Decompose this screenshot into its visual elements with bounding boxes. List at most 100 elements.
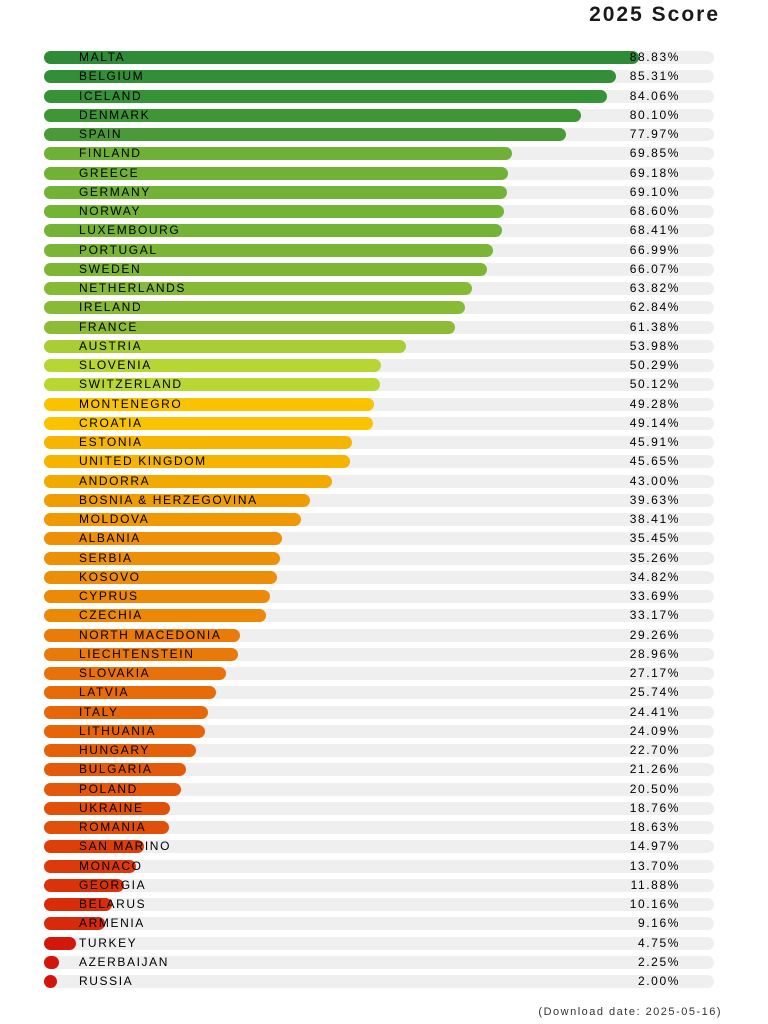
score-value-label: 4.75% — [637, 935, 680, 950]
score-value-label: 2.25% — [637, 954, 680, 969]
score-value-label: 10.16% — [629, 897, 680, 911]
bar-fill — [44, 667, 227, 680]
bar-fill — [44, 705, 208, 719]
bar-fill — [44, 975, 58, 988]
bar-fill — [44, 185, 507, 199]
bar-fill — [44, 243, 493, 257]
country-label: NORTH MACEDONIA — [79, 627, 222, 642]
bar-row: BELARUS 10.16% — [44, 898, 714, 911]
bar-fill — [44, 532, 282, 546]
bar-row: SWEDEN 66.07% — [44, 261, 714, 276]
score-value-label: 43.00% — [629, 473, 680, 488]
country-label: SWEDEN — [79, 261, 142, 276]
bar-row: SLOVAKIA 27.17% — [44, 667, 714, 680]
bar-chart: MALTA 88.83% BELGIUM 85.31% ICELAND 84.06% DEN… — [44, 51, 714, 988]
bar-row: ALBANIA 35.45% — [44, 531, 714, 546]
country-label: BULGARIA — [79, 762, 153, 777]
bar-fill — [44, 898, 113, 911]
bar-row: SPAIN 77.97% — [44, 128, 714, 141]
score-value-label: 88.83% — [629, 50, 680, 64]
bar-fill — [44, 474, 333, 488]
score-value-label: 49.14% — [629, 415, 680, 430]
bar-fill — [44, 686, 217, 700]
bar-row: SLOVENIA 50.29% — [44, 359, 714, 372]
bar-row: BULGARIA 21.26% — [44, 762, 714, 777]
bar-fill — [44, 89, 608, 103]
country-label: CZECHIA — [79, 608, 143, 623]
bar-track — [44, 840, 714, 854]
bar-fill — [44, 224, 503, 238]
score-value-label: 69.85% — [629, 146, 680, 161]
bar-fill — [44, 359, 381, 372]
bar-fill — [44, 628, 241, 642]
country-label: LUXEMBOURG — [79, 223, 181, 238]
score-value-label: 50.12% — [629, 377, 680, 392]
score-value-label: 66.99% — [629, 242, 680, 257]
score-value-label: 25.74% — [629, 685, 680, 700]
country-label: NORWAY — [79, 204, 142, 218]
score-value-label: 63.82% — [629, 281, 680, 295]
country-label: RUSSIA — [79, 974, 134, 988]
bar-row: FINLAND 69.85% — [44, 146, 714, 161]
country-label: IRELAND — [79, 300, 143, 315]
bar-row: MONTENEGRO 49.28% — [44, 396, 714, 411]
bar-fill — [44, 878, 124, 892]
bar-row: GREECE 69.18% — [44, 165, 714, 180]
bar-row: GEORGIA 11.88% — [44, 877, 714, 892]
score-value-label: 11.88% — [630, 877, 680, 892]
country-label: PORTUGAL — [79, 242, 158, 257]
chart-title: 2025 Score — [589, 3, 720, 26]
score-value-label: 20.50% — [629, 781, 680, 796]
country-label: ANDORRA — [79, 473, 151, 488]
bar-fill — [44, 436, 352, 449]
country-label: MOLDOVA — [79, 512, 150, 526]
bar-fill — [44, 320, 456, 334]
bar-row: UKRAINE 18.76% — [44, 800, 714, 815]
country-label: GREECE — [79, 165, 140, 180]
country-label: BELARUS — [79, 897, 147, 911]
bar-fill — [44, 205, 504, 218]
country-label: UKRAINE — [79, 800, 144, 815]
bar-fill — [44, 262, 487, 276]
bar-fill — [44, 955, 60, 969]
score-value-label: 69.18% — [629, 165, 680, 180]
score-value-label: 18.63% — [629, 820, 680, 834]
country-label: ROMANIA — [79, 820, 147, 834]
country-label: FINLAND — [79, 146, 142, 161]
country-label: KOSOVO — [79, 569, 141, 584]
country-label: HUNGARY — [79, 743, 150, 757]
bar-track — [44, 955, 714, 969]
bar-row: LUXEMBOURG 68.41% — [44, 223, 714, 238]
bar-row: POLAND 20.50% — [44, 781, 714, 796]
country-label: TURKEY — [79, 935, 138, 950]
bar-fill — [44, 339, 406, 353]
country-label: BELGIUM — [79, 69, 145, 84]
country-label: SPAIN — [79, 127, 123, 141]
bar-fill — [44, 570, 278, 584]
score-value-label: 18.76% — [629, 800, 680, 815]
bar-fill — [44, 724, 206, 738]
bar-track — [44, 975, 714, 988]
bar-fill — [44, 821, 169, 834]
bar-row: MALTA 88.83% — [44, 51, 714, 64]
bar-fill — [44, 513, 302, 526]
score-value-label: 45.91% — [629, 435, 680, 449]
score-value-label: 80.10% — [629, 107, 680, 122]
score-value-label: 77.97% — [629, 127, 680, 141]
bar-fill — [44, 128, 567, 141]
bar-fill — [44, 397, 375, 411]
score-value-label: 35.26% — [629, 550, 680, 565]
bar-fill — [44, 590, 270, 603]
score-value-label: 66.07% — [629, 261, 680, 276]
bar-track — [44, 878, 714, 892]
bar-row: KOSOVO 34.82% — [44, 569, 714, 584]
country-label: ALBANIA — [79, 531, 141, 546]
score-value-label: 13.70% — [629, 858, 680, 873]
score-value-label: 61.38% — [629, 319, 680, 334]
score-value-label: 49.28% — [629, 396, 680, 411]
score-value-label: 68.41% — [629, 223, 680, 238]
bar-row: ARMENIA 9.16% — [44, 917, 714, 931]
bar-track — [44, 936, 714, 950]
bar-fill — [44, 51, 640, 64]
bar-track — [44, 898, 714, 911]
